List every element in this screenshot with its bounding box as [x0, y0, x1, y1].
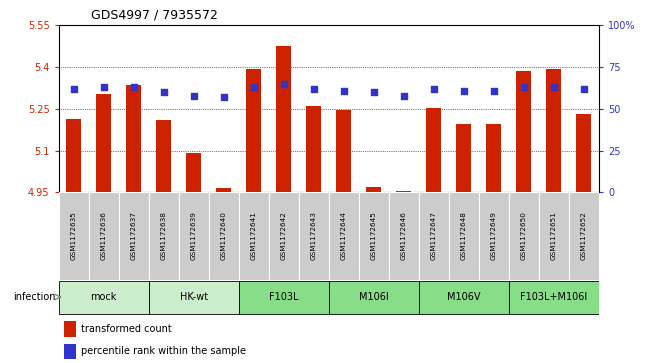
Text: M106I: M106I [359, 292, 389, 302]
FancyBboxPatch shape [509, 192, 539, 280]
Text: transformed count: transformed count [81, 324, 172, 334]
FancyBboxPatch shape [299, 192, 329, 280]
Text: GSM1172638: GSM1172638 [161, 212, 167, 260]
Bar [546, 69, 561, 192]
Point [189, 93, 199, 98]
FancyBboxPatch shape [269, 192, 299, 280]
FancyBboxPatch shape [59, 281, 148, 314]
Bar [337, 110, 352, 192]
Bar [186, 154, 201, 192]
Text: GSM1172644: GSM1172644 [340, 212, 347, 260]
Text: GSM1172641: GSM1172641 [251, 212, 256, 260]
Bar [576, 114, 591, 192]
Text: GSM1172646: GSM1172646 [401, 212, 407, 260]
Text: GSM1172652: GSM1172652 [581, 212, 587, 260]
FancyBboxPatch shape [209, 192, 239, 280]
Text: F103L: F103L [269, 292, 298, 302]
Point [249, 84, 259, 90]
Text: GSM1172635: GSM1172635 [70, 212, 77, 260]
FancyBboxPatch shape [118, 192, 148, 280]
Bar [486, 124, 501, 192]
Point [339, 87, 349, 93]
Point [309, 86, 319, 92]
Bar [456, 124, 471, 192]
FancyBboxPatch shape [329, 192, 359, 280]
Bar [64, 322, 76, 337]
Point [128, 84, 139, 90]
Point [219, 94, 229, 100]
Bar [216, 188, 231, 192]
Text: GSM1172650: GSM1172650 [521, 212, 527, 260]
Bar [276, 46, 291, 192]
FancyBboxPatch shape [59, 192, 89, 280]
Bar [426, 107, 441, 192]
FancyBboxPatch shape [509, 281, 599, 314]
Bar [246, 69, 261, 192]
FancyBboxPatch shape [389, 192, 419, 280]
Text: GSM1172639: GSM1172639 [191, 212, 197, 260]
FancyBboxPatch shape [329, 281, 419, 314]
Text: F103L+M106I: F103L+M106I [520, 292, 587, 302]
Bar [64, 344, 76, 359]
FancyBboxPatch shape [539, 192, 569, 280]
Text: infection: infection [13, 292, 55, 302]
Text: mock: mock [90, 292, 117, 302]
Point [549, 84, 559, 90]
FancyBboxPatch shape [449, 192, 479, 280]
Text: GSM1172642: GSM1172642 [281, 212, 286, 260]
FancyBboxPatch shape [359, 192, 389, 280]
Point [428, 86, 439, 92]
FancyBboxPatch shape [419, 281, 509, 314]
FancyBboxPatch shape [89, 192, 118, 280]
Text: GSM1172643: GSM1172643 [311, 212, 317, 260]
Bar [126, 85, 141, 192]
Point [368, 89, 379, 95]
FancyBboxPatch shape [239, 192, 269, 280]
FancyBboxPatch shape [479, 192, 509, 280]
Point [398, 93, 409, 98]
Bar [66, 119, 81, 192]
Text: GSM1172636: GSM1172636 [101, 212, 107, 260]
Text: M106V: M106V [447, 292, 480, 302]
Text: GSM1172651: GSM1172651 [551, 212, 557, 260]
Text: GSM1172647: GSM1172647 [431, 212, 437, 260]
Bar [396, 191, 411, 192]
Text: GSM1172648: GSM1172648 [461, 212, 467, 260]
Point [489, 87, 499, 93]
FancyBboxPatch shape [148, 281, 239, 314]
Point [279, 81, 289, 87]
FancyBboxPatch shape [419, 192, 449, 280]
Point [158, 89, 169, 95]
FancyBboxPatch shape [569, 192, 599, 280]
Text: GSM1172645: GSM1172645 [371, 212, 377, 260]
Bar [516, 72, 531, 192]
Text: HK-wt: HK-wt [180, 292, 208, 302]
Text: GSM1172649: GSM1172649 [491, 212, 497, 260]
FancyBboxPatch shape [148, 192, 178, 280]
Point [458, 87, 469, 93]
Text: GDS4997 / 7935572: GDS4997 / 7935572 [91, 9, 218, 22]
Point [579, 86, 589, 92]
Text: GSM1172640: GSM1172640 [221, 212, 227, 260]
Bar [306, 106, 321, 192]
FancyBboxPatch shape [239, 281, 329, 314]
Bar [367, 187, 381, 192]
Text: percentile rank within the sample: percentile rank within the sample [81, 346, 246, 356]
Bar [156, 120, 171, 192]
Text: GSM1172637: GSM1172637 [131, 212, 137, 260]
Bar [96, 94, 111, 192]
FancyBboxPatch shape [178, 192, 209, 280]
Point [68, 86, 79, 92]
Point [519, 84, 529, 90]
Point [98, 84, 109, 90]
